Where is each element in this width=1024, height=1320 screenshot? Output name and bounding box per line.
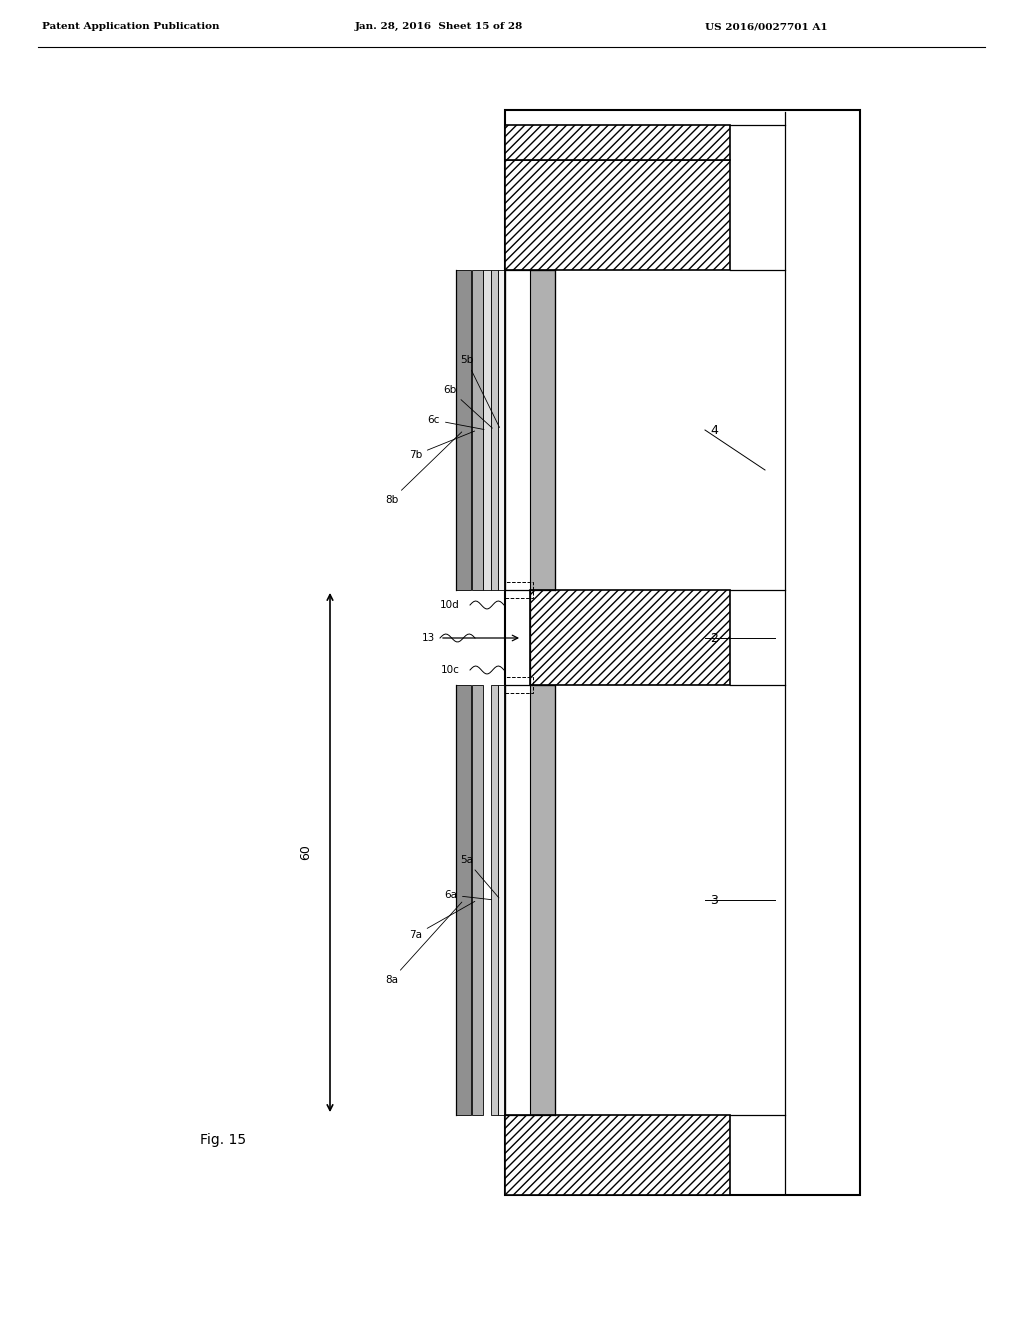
Text: 5a: 5a: [460, 855, 499, 898]
Text: US 2016/0027701 A1: US 2016/0027701 A1: [705, 22, 827, 30]
Bar: [505, 677, 534, 693]
Bar: [490, 685, 498, 1115]
Bar: [530, 590, 730, 685]
Text: 7b: 7b: [409, 432, 475, 459]
Bar: [472, 685, 482, 1115]
Bar: [456, 685, 471, 1115]
Text: 7a: 7a: [409, 902, 475, 940]
Bar: [505, 125, 730, 160]
Text: 3: 3: [710, 894, 718, 907]
Text: 6c: 6c: [428, 414, 484, 429]
Text: 5b: 5b: [460, 355, 500, 428]
Bar: [505, 160, 730, 271]
Text: Fig. 15: Fig. 15: [200, 1133, 246, 1147]
Text: Patent Application Publication: Patent Application Publication: [42, 22, 219, 30]
Text: 4: 4: [710, 424, 718, 437]
Bar: [505, 582, 534, 598]
Bar: [472, 271, 482, 590]
Bar: [483, 271, 490, 590]
Bar: [456, 271, 471, 590]
Text: 8a: 8a: [385, 902, 462, 985]
Bar: [498, 271, 504, 590]
Text: Jan. 28, 2016  Sheet 15 of 28: Jan. 28, 2016 Sheet 15 of 28: [355, 22, 523, 30]
Bar: [530, 685, 555, 1115]
Text: 6b: 6b: [443, 385, 493, 428]
Bar: [505, 110, 860, 1195]
Bar: [530, 271, 555, 590]
Text: 8b: 8b: [385, 432, 462, 506]
Bar: [490, 271, 498, 590]
Bar: [505, 1115, 730, 1195]
Text: 13: 13: [422, 634, 435, 643]
Text: 2: 2: [710, 631, 718, 644]
Text: 60: 60: [299, 845, 312, 861]
Text: 10d: 10d: [440, 601, 460, 610]
Bar: [498, 685, 504, 1115]
Text: 10c: 10c: [441, 665, 460, 675]
Text: 6a: 6a: [444, 890, 492, 900]
